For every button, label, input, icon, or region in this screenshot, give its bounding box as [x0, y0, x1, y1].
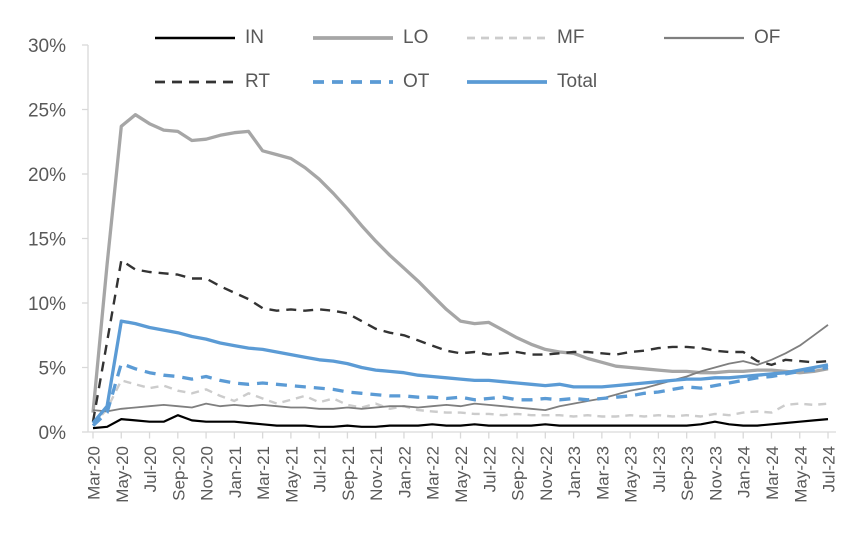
- x-axis-label: Jan-24: [735, 446, 754, 498]
- y-axis-label: 10%: [28, 294, 66, 315]
- series-line-Total: [91, 319, 829, 425]
- x-axis-label: Jul-20: [141, 446, 160, 492]
- x-axis-label: Sep-22: [509, 446, 528, 501]
- y-axis-label: 15%: [28, 230, 66, 251]
- y-axis-label: 5%: [39, 359, 67, 380]
- y-axis-label: 20%: [28, 165, 66, 186]
- series-line-MF: [92, 379, 829, 427]
- x-axis-label: Nov-21: [367, 446, 386, 501]
- x-axis-label: May-20: [113, 446, 132, 503]
- x-axis-label: Jan-21: [226, 446, 245, 498]
- x-axis-label: Nov-20: [198, 446, 217, 501]
- x-axis-label: Nov-23: [706, 446, 725, 501]
- series-line-RT: [91, 259, 829, 422]
- x-axis-label: May-23: [622, 446, 641, 503]
- y-axis-label: 0%: [39, 423, 67, 444]
- series-line-LO: [91, 113, 829, 413]
- y-axis-label: 25%: [28, 101, 66, 122]
- x-axis-label: Mar-22: [424, 446, 443, 500]
- x-axis-label: Jul-24: [820, 446, 839, 492]
- x-axis-label: Jul-22: [480, 446, 499, 492]
- x-axis-label: Mar-20: [85, 446, 104, 500]
- x-axis-label: Mar-24: [763, 446, 782, 500]
- x-axis-label: May-24: [791, 446, 810, 503]
- x-axis-label: Sep-23: [678, 446, 697, 501]
- x-axis-label: Jul-21: [311, 446, 330, 492]
- y-axis-label: 30%: [28, 36, 66, 57]
- x-axis-label: May-22: [452, 446, 471, 503]
- x-axis-label: Jan-23: [565, 446, 584, 498]
- x-axis-label: Jul-23: [650, 446, 669, 492]
- series-line-IN: [92, 414, 829, 430]
- x-axis-label: May-21: [282, 446, 301, 503]
- series-line-OF: [92, 324, 829, 413]
- x-axis-label: Sep-20: [169, 446, 188, 501]
- x-axis-label: Jan-22: [395, 446, 414, 498]
- x-axis-label: Nov-22: [537, 446, 556, 501]
- x-axis-label: Mar-23: [593, 446, 612, 500]
- x-axis-label: Mar-21: [254, 446, 273, 500]
- x-axis-label: Sep-21: [339, 446, 358, 501]
